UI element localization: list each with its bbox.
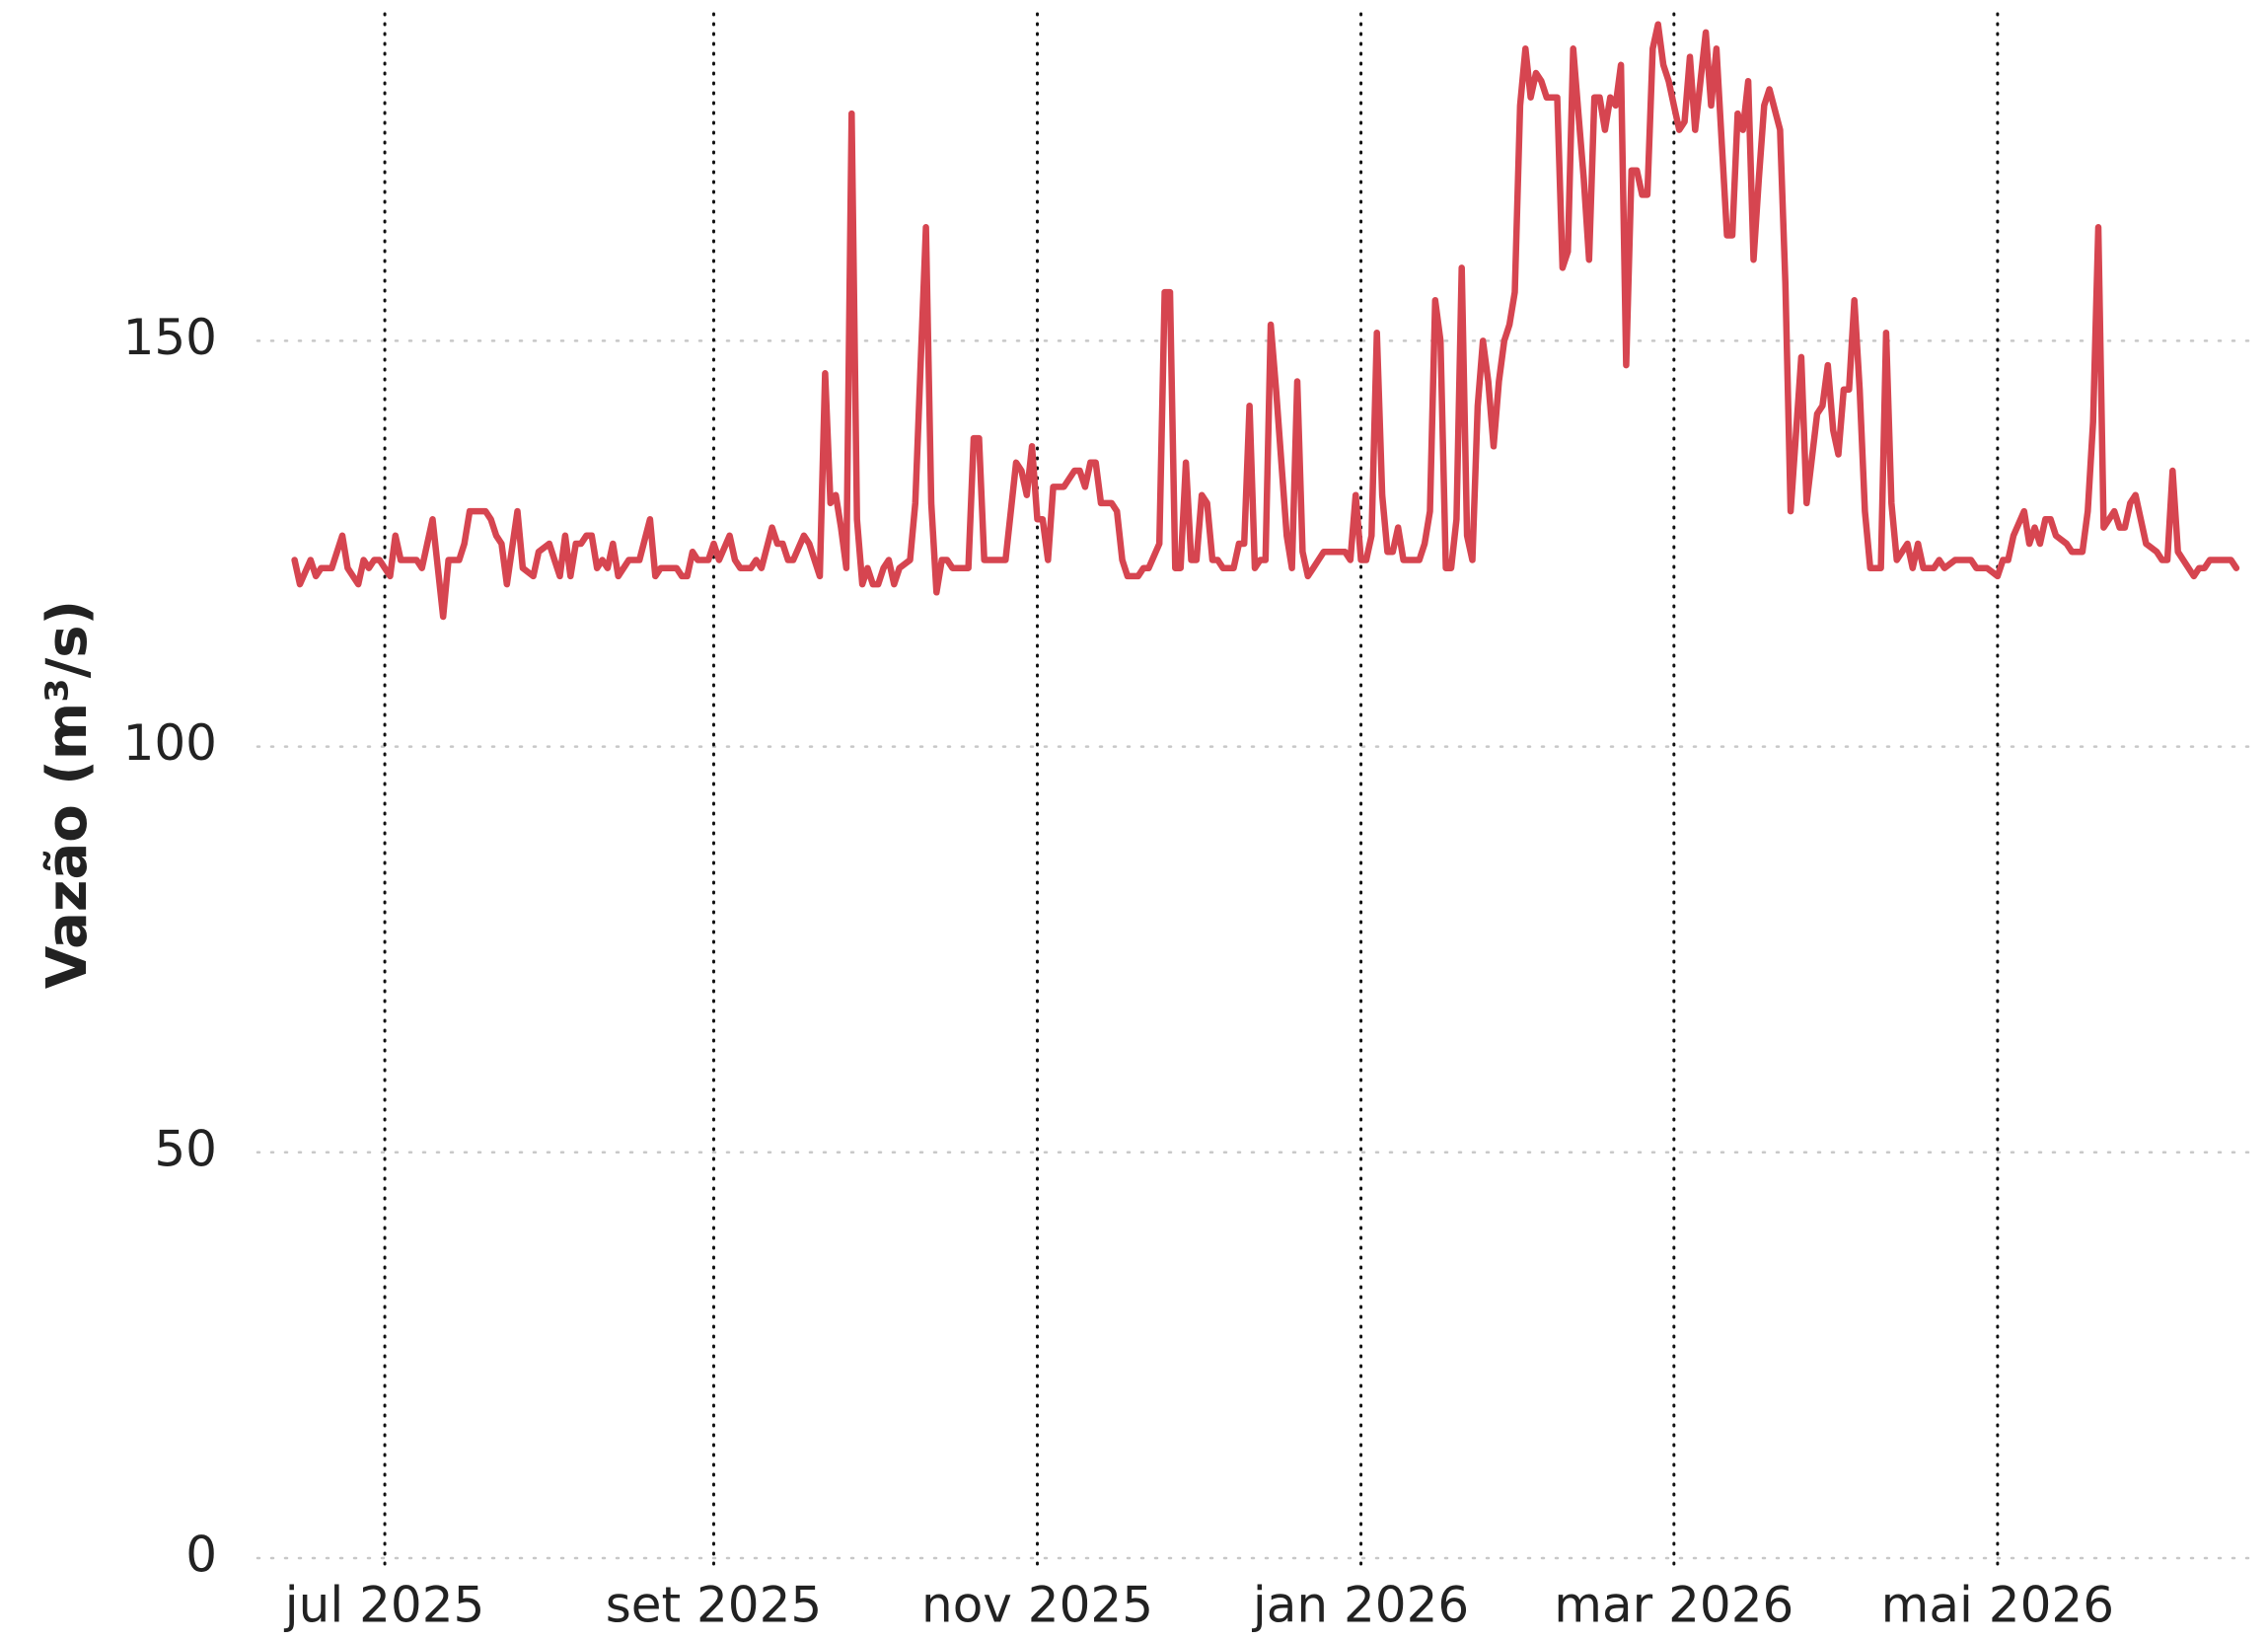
grid: [256, 12, 2254, 1568]
x-tick-label: mai 2026: [1881, 1577, 2114, 1634]
y-axis-title: Vazão (m³/s): [36, 600, 100, 989]
x-tick-label: set 2025: [606, 1577, 823, 1634]
line: [291, 21, 2240, 621]
x-tick-label: nov 2025: [921, 1577, 1153, 1634]
x-tick-label: mar 2026: [1554, 1577, 1793, 1634]
y-tick-label: 100: [123, 714, 217, 772]
x-tick-label: jan 2026: [1252, 1577, 1469, 1634]
tick-labels: 0 50 100 150 jul 2025 set 2025 nov 2025 jan 202…: [123, 309, 2115, 1634]
x-tick-label: jul 2025: [284, 1577, 485, 1634]
y-tick-label: 50: [154, 1120, 217, 1177]
marks: [291, 21, 2240, 621]
y-tick-label: 0: [185, 1527, 217, 1584]
y-tick-label: 150: [123, 309, 217, 366]
